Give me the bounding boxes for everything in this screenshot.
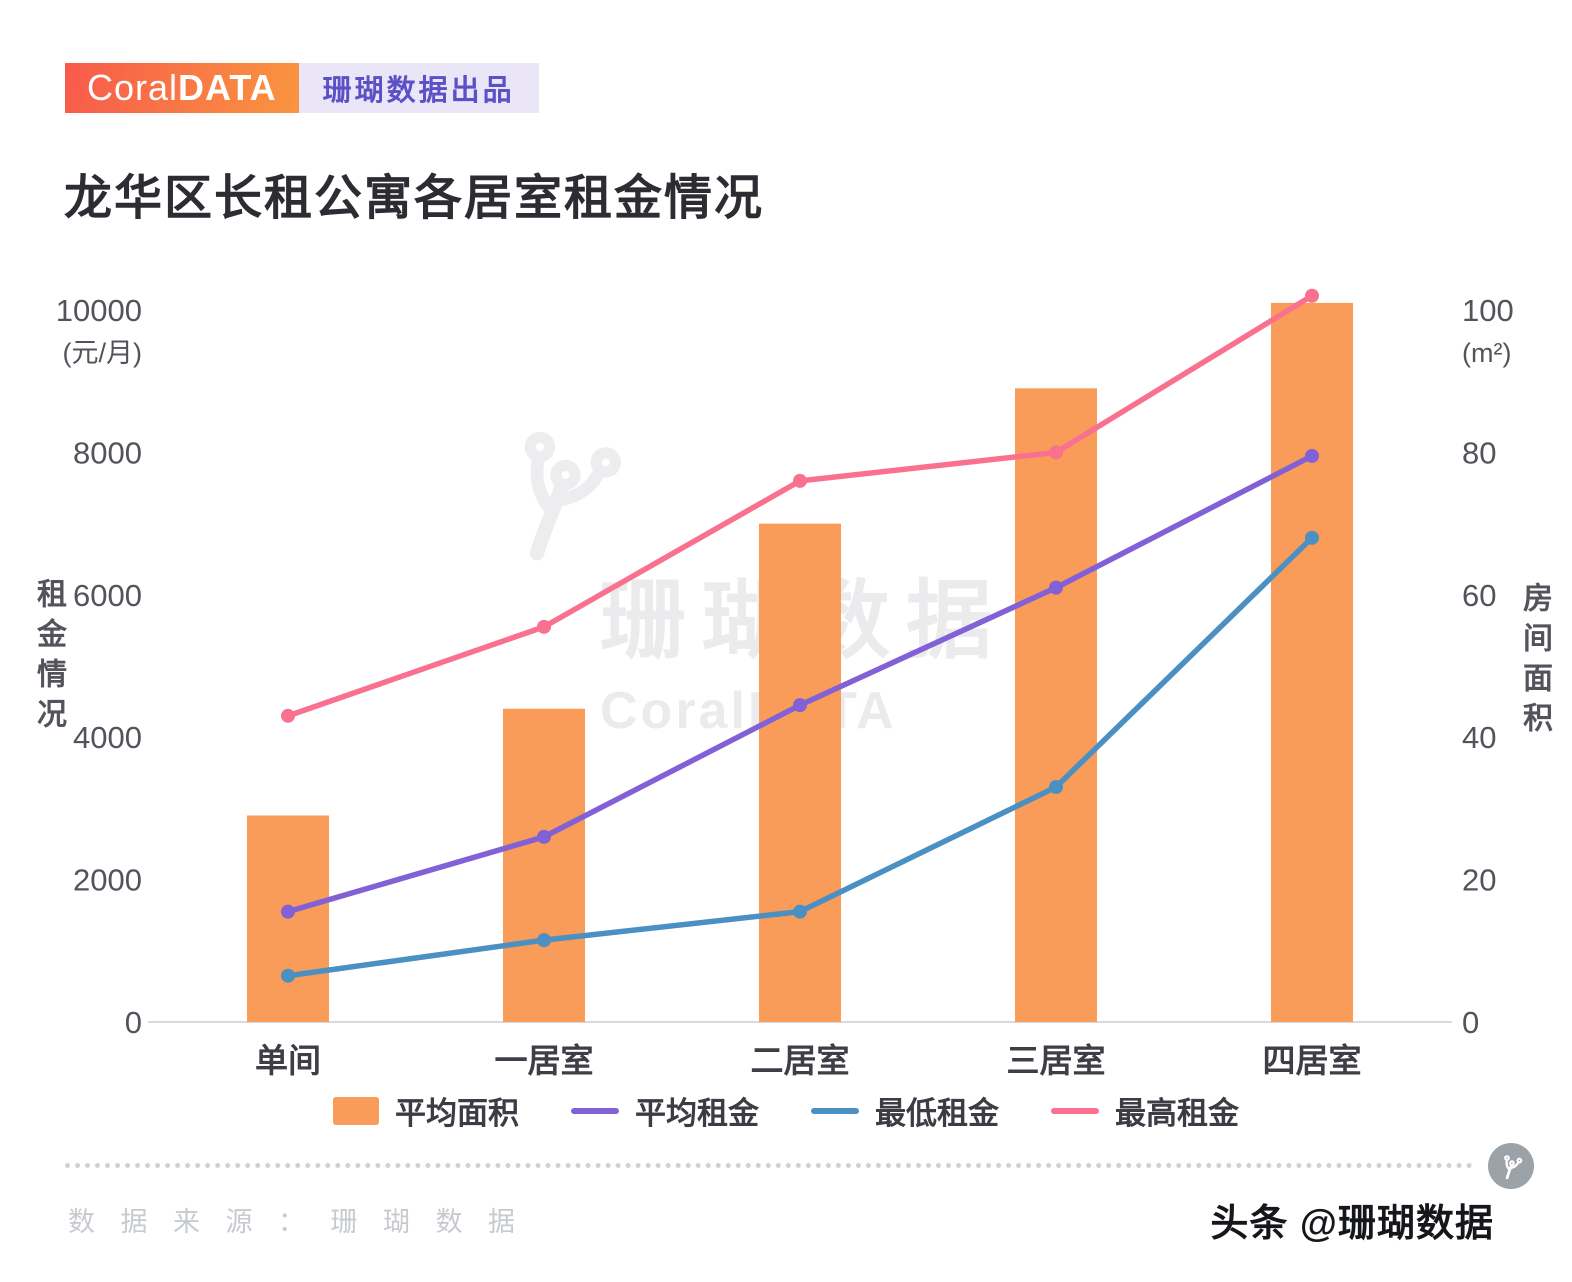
chart-legend: 平均面积 平均租金 最低租金 最高租金 bbox=[0, 1088, 1572, 1133]
right-axis-tick: 80 bbox=[1462, 435, 1496, 470]
category-label: 一居室 bbox=[495, 1042, 594, 1079]
point-最高租金-四居室 bbox=[1305, 288, 1319, 303]
right-axis-tick: 0 bbox=[1462, 1005, 1479, 1040]
logo-text-coral: Coral bbox=[87, 67, 179, 108]
credit-text: 头条 @珊瑚数据 bbox=[1210, 1203, 1494, 1245]
legend-label: 平均租金 bbox=[635, 1096, 759, 1131]
point-平均租金-三居室 bbox=[1049, 580, 1063, 595]
bar-三居室 bbox=[1015, 388, 1097, 1022]
coraldata-logo: Coral DATA bbox=[65, 63, 299, 113]
page-title: 龙华区长租公寓各居室租金情况 bbox=[64, 172, 765, 225]
right-axis-title: 房间面积 bbox=[1518, 582, 1551, 742]
right-axis-tick: 40 bbox=[1462, 720, 1496, 755]
left-axis-tick: 2000 bbox=[73, 863, 142, 898]
bar-单间 bbox=[247, 815, 329, 1022]
legend-item-最高租金: 最高租金 bbox=[1051, 1088, 1239, 1133]
point-最高租金-三居室 bbox=[1049, 445, 1063, 460]
point-最低租金-单间 bbox=[281, 968, 295, 983]
legend-item-最低租金: 最低租金 bbox=[811, 1088, 999, 1133]
logo-text-data: DATA bbox=[178, 67, 277, 108]
left-axis-unit: (元/月) bbox=[63, 338, 142, 368]
legend-label: 平均面积 bbox=[395, 1096, 519, 1131]
bar-四居室 bbox=[1271, 302, 1353, 1022]
point-平均租金-单间 bbox=[281, 904, 295, 919]
data-source-text: 数 据 来 源 ： 珊 瑚 数 据 bbox=[68, 1207, 525, 1237]
point-最高租金-单间 bbox=[281, 708, 295, 723]
category-label: 四居室 bbox=[1263, 1042, 1362, 1079]
legend-label: 最高租金 bbox=[1115, 1096, 1239, 1131]
right-axis-unit: (m²) bbox=[1462, 338, 1511, 368]
legend-item-平均面积: 平均面积 bbox=[333, 1088, 519, 1133]
left-axis-tick: 10000 bbox=[56, 293, 142, 328]
right-axis-tick: 100 bbox=[1462, 293, 1514, 328]
left-axis-tick: 6000 bbox=[73, 578, 142, 613]
left-axis-tick: 8000 bbox=[73, 435, 142, 470]
point-平均租金-一居室 bbox=[537, 829, 551, 844]
coral-icon bbox=[1498, 1153, 1524, 1182]
left-axis-title: 租金情况 bbox=[32, 578, 65, 738]
legend-label: 最低租金 bbox=[875, 1096, 999, 1131]
bar-一居室 bbox=[503, 708, 585, 1022]
point-最高租金-二居室 bbox=[793, 473, 807, 488]
point-最低租金-四居室 bbox=[1305, 530, 1319, 545]
legend-swatch-平均租金 bbox=[571, 1107, 619, 1114]
right-axis-tick: 20 bbox=[1462, 863, 1496, 898]
coral-footer-icon bbox=[1488, 1143, 1534, 1189]
brand-bar: Coral DATA 珊瑚数据出品 bbox=[65, 63, 539, 113]
legend-swatch-平均面积 bbox=[333, 1096, 379, 1125]
bar-二居室 bbox=[759, 523, 841, 1022]
legend-item-平均租金: 平均租金 bbox=[571, 1088, 759, 1133]
point-最低租金-三居室 bbox=[1049, 780, 1063, 795]
point-平均租金-四居室 bbox=[1305, 448, 1319, 463]
category-label: 三居室 bbox=[1007, 1042, 1106, 1079]
dotted-divider bbox=[65, 1163, 1473, 1168]
right-axis-tick: 60 bbox=[1462, 578, 1496, 613]
category-label: 单间 bbox=[255, 1042, 321, 1079]
point-最低租金-一居室 bbox=[537, 933, 551, 948]
left-axis-tick: 4000 bbox=[73, 720, 142, 755]
legend-swatch-最低租金 bbox=[811, 1107, 859, 1114]
point-平均租金-二居室 bbox=[793, 698, 807, 713]
point-最低租金-二居室 bbox=[793, 904, 807, 919]
category-label: 二居室 bbox=[751, 1042, 850, 1079]
point-最高租金-一居室 bbox=[537, 619, 551, 634]
left-axis-tick: 0 bbox=[125, 1005, 142, 1040]
legend-swatch-最高租金 bbox=[1051, 1107, 1099, 1114]
byline-badge: 珊瑚数据出品 bbox=[298, 63, 539, 113]
